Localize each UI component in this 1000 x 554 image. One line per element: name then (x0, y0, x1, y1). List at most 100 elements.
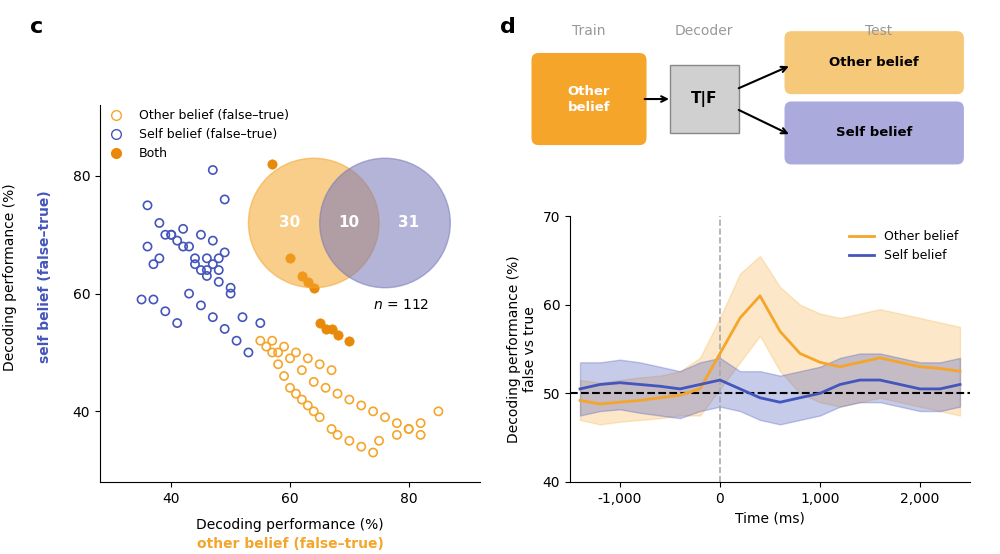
Point (258, 342, 274, 351)
Point (324, 424, 340, 433)
Point (288, 389, 304, 398)
Text: d: d (500, 17, 516, 37)
Text: 31: 31 (398, 216, 419, 230)
Point (234, 312, 250, 321)
Point (175, 224, 191, 233)
Point (264, 348, 280, 357)
Point (151, 254, 167, 263)
Legend: Other belief (false–true), Self belief (false–true), Both: Other belief (false–true), Self belief (… (99, 104, 294, 166)
Point (377, 413, 393, 422)
Point (294, 271, 310, 280)
Point (294, 366, 310, 375)
Point (217, 325, 233, 334)
Point (139, 201, 156, 210)
Point (401, 424, 417, 433)
Circle shape (320, 158, 450, 288)
Point (229, 336, 245, 345)
Point (252, 319, 268, 327)
Point (330, 389, 346, 398)
Point (145, 260, 161, 269)
Text: $\it{n}$ = 112: $\it{n}$ = 112 (373, 299, 429, 312)
Point (157, 307, 173, 316)
Point (163, 230, 179, 239)
Text: Decoding performance (%): Decoding performance (%) (196, 518, 384, 532)
Point (169, 319, 185, 327)
Point (306, 283, 322, 292)
Point (365, 407, 381, 416)
Point (300, 401, 316, 410)
Point (282, 354, 298, 363)
Text: 10: 10 (339, 216, 360, 230)
Point (145, 295, 161, 304)
Point (217, 195, 233, 204)
Text: Self belief: Self belief (836, 126, 912, 140)
Point (217, 248, 233, 257)
Circle shape (248, 158, 379, 288)
Point (324, 366, 340, 375)
Point (312, 413, 328, 422)
Point (240, 348, 256, 357)
Point (151, 218, 167, 227)
Point (181, 242, 197, 251)
Point (341, 437, 357, 445)
Point (134, 295, 150, 304)
Text: 30: 30 (279, 216, 301, 230)
Text: Other belief: Other belief (829, 56, 919, 69)
Text: Other
belief: Other belief (568, 85, 610, 114)
Point (365, 448, 381, 457)
Point (282, 383, 298, 392)
Point (276, 342, 292, 351)
Point (312, 360, 328, 369)
Point (193, 265, 209, 274)
Point (282, 254, 298, 263)
X-axis label: Time (ms): Time (ms) (735, 511, 805, 525)
Point (389, 419, 405, 428)
Point (312, 319, 328, 327)
Point (341, 336, 357, 345)
Point (223, 283, 239, 292)
Point (139, 242, 156, 251)
Point (294, 395, 310, 404)
Point (193, 301, 209, 310)
Point (187, 260, 203, 269)
Point (264, 160, 280, 168)
Y-axis label: Decoding performance (%)
false vs true: Decoding performance (%) false vs true (507, 255, 537, 443)
Point (318, 325, 334, 334)
Point (413, 430, 429, 439)
Legend: Other belief, Self belief: Other belief, Self belief (844, 225, 964, 267)
Point (199, 271, 215, 280)
Point (199, 254, 215, 263)
Text: T|F: T|F (691, 91, 717, 107)
Text: Decoding performance (%): Decoding performance (%) (3, 183, 17, 371)
Point (318, 383, 334, 392)
Point (187, 254, 203, 263)
Point (211, 265, 227, 274)
Point (306, 407, 322, 416)
Point (330, 330, 346, 339)
Point (211, 278, 227, 286)
Point (276, 372, 292, 381)
Point (389, 430, 405, 439)
Point (341, 395, 357, 404)
Point (169, 236, 185, 245)
Point (264, 336, 280, 345)
FancyBboxPatch shape (670, 65, 738, 133)
Point (193, 230, 209, 239)
Point (223, 289, 239, 298)
Point (157, 230, 173, 239)
FancyBboxPatch shape (784, 101, 964, 165)
Text: Test: Test (865, 24, 892, 38)
Point (199, 265, 215, 274)
Point (324, 325, 340, 334)
Point (270, 348, 286, 357)
Point (270, 360, 286, 369)
Point (181, 289, 197, 298)
Point (252, 336, 268, 345)
FancyBboxPatch shape (784, 31, 964, 94)
Point (353, 442, 369, 451)
Point (205, 166, 221, 175)
Point (205, 312, 221, 321)
Point (163, 230, 179, 239)
Point (211, 254, 227, 263)
Point (205, 260, 221, 269)
